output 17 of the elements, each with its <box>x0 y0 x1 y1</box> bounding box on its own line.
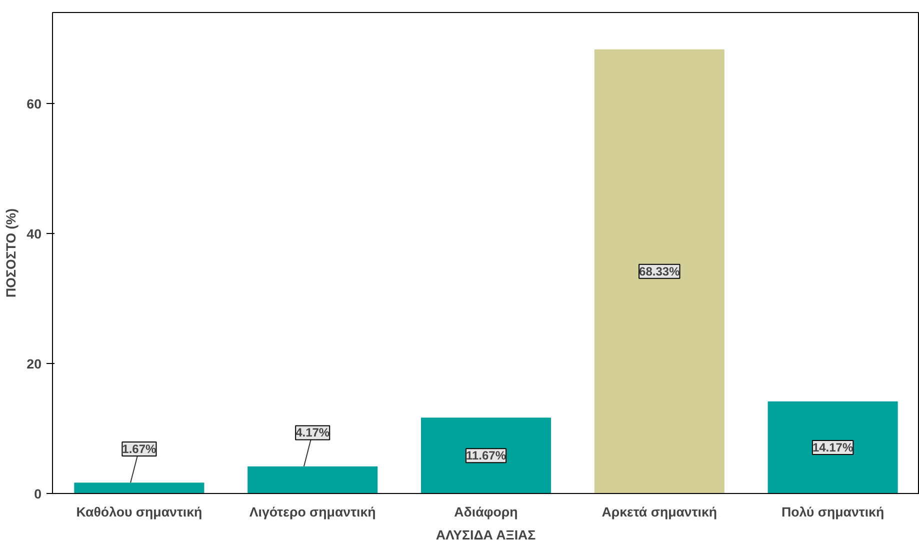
bar <box>74 482 204 494</box>
x-tick-label: Αρκετά σημαντική <box>602 504 718 520</box>
y-tick-label: 0 <box>34 486 42 502</box>
x-tick-label: Πολύ σημαντική <box>781 504 884 520</box>
bar <box>248 466 378 494</box>
x-tick-label: Καθόλου σημαντική <box>76 504 202 520</box>
y-tick-label: 60 <box>26 96 42 112</box>
y-axis-title: ΠΟΣΟΣΤΟ (%) <box>4 208 19 298</box>
x-axis-title: ΑΛΥΣΙΔΑ ΑΞΙΑΣ <box>436 528 536 542</box>
y-tick-label: 40 <box>26 226 42 242</box>
y-tick-label: 20 <box>26 356 42 372</box>
data-label: 14.17% <box>812 440 854 454</box>
bar <box>420 418 552 494</box>
x-tick-label: Αδιάφορη <box>454 504 518 520</box>
x-tick-label: Λιγότερο σημαντική <box>249 504 376 520</box>
bar <box>768 401 898 494</box>
bar <box>594 49 724 494</box>
